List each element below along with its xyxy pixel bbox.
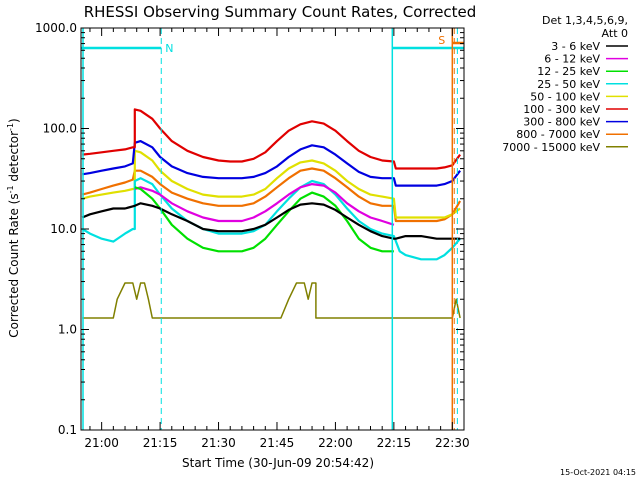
night-marker-label: N xyxy=(165,42,173,55)
series-7000-15000-kev-line xyxy=(82,282,461,319)
y-axis-label-exp-1: -1 xyxy=(6,185,15,193)
y-tick-label: 1.0 xyxy=(58,323,77,337)
legend-header-line-2: Att 0 xyxy=(602,27,628,40)
series-25-50-kev-line xyxy=(81,177,461,261)
y-tick-label: 100.0 xyxy=(43,122,77,136)
footer-date: 15-Oct-2021 04:15 xyxy=(560,468,636,477)
series-layer xyxy=(81,108,462,319)
legend-label: 50 - 100 keV xyxy=(530,90,600,103)
legend-header: Det 1,3,4,5,6,9, Att 0 xyxy=(542,14,628,40)
legend-label: 25 - 50 keV xyxy=(537,78,600,91)
x-tick-label: 21:00 xyxy=(84,436,119,450)
series-12-25-kev-line xyxy=(134,186,394,253)
legend-label: 12 - 25 keV xyxy=(537,65,600,78)
legend-label: 7000 - 15000 keV xyxy=(502,141,600,154)
legend-label: 100 - 300 keV xyxy=(523,103,600,116)
x-tick-label: 21:15 xyxy=(143,436,178,450)
x-axis: 21:00 21:15 21:30 21:45 22:00 22:15 22:30 xyxy=(84,28,470,450)
x-tick-label: 21:45 xyxy=(260,436,295,450)
x-tick-label: 22:15 xyxy=(377,436,412,450)
y-axis-label-end: ) xyxy=(7,118,21,123)
x-tick-label: 21:30 xyxy=(201,436,236,450)
x-tick-label: 22:00 xyxy=(318,436,353,450)
x-tick-label: 22:30 xyxy=(435,436,470,450)
y-axis: 0.1 1.0 10.0 100.0 1000.0 xyxy=(35,21,464,437)
series-800-7000-kev-line xyxy=(81,167,462,223)
y-axis-label-mid: detector xyxy=(7,131,21,186)
y-tick-label: 0.1 xyxy=(58,423,77,437)
legend-label: 6 - 12 keV xyxy=(544,53,600,66)
legend-header-line-1: Det 1,3,4,5,6,9, xyxy=(542,14,628,27)
series-3-6-kev-line xyxy=(81,202,461,240)
legend-label: 300 - 800 keV xyxy=(523,116,600,129)
y-axis-label: Corrected Count Rate (s-1 detector-1) xyxy=(6,118,21,337)
y-tick-label: 1000.0 xyxy=(35,21,77,35)
y-axis-label-exp-2: -1 xyxy=(6,123,15,131)
y-axis-label-main: Corrected Count Rate (s xyxy=(7,193,21,337)
y-tick-label: 10.0 xyxy=(50,222,77,236)
chart-title: RHESSI Observing Summary Count Rates, Co… xyxy=(84,3,477,21)
legend-label: 800 - 7000 keV xyxy=(516,128,600,141)
series-6-12-kev-line xyxy=(134,183,395,226)
series-100-300-kev-line xyxy=(82,108,461,170)
legend-label: 3 - 6 keV xyxy=(551,40,600,53)
saa-marker-label: S xyxy=(438,34,445,47)
x-axis-label: Start Time (30-Jun-09 20:54:42) xyxy=(182,456,374,470)
